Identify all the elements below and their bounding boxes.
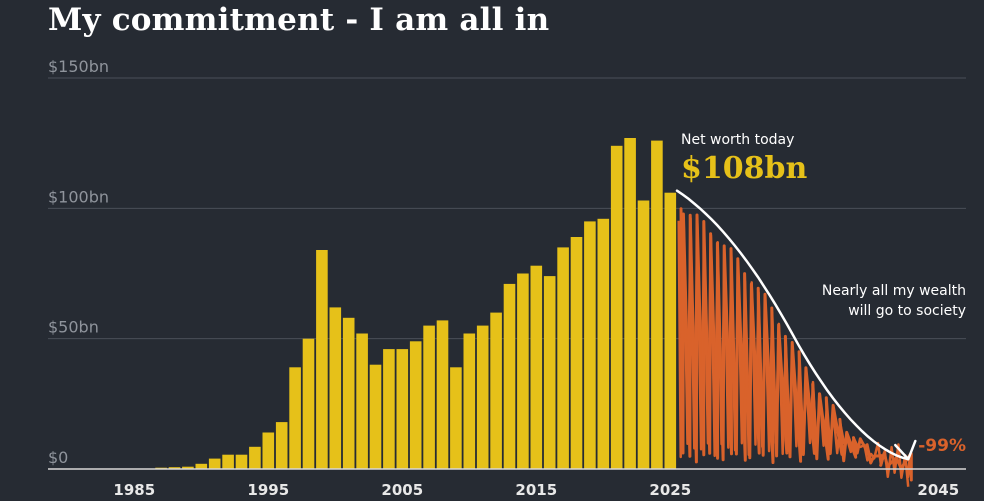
bar-2007 — [423, 325, 435, 469]
bar-2004 — [383, 349, 395, 469]
bar-2017 — [557, 247, 569, 469]
bar-2023 — [637, 200, 650, 469]
bar-1997 — [289, 367, 301, 469]
x-tick-label: 1995 — [247, 481, 289, 499]
bar-2000 — [329, 307, 342, 469]
bar-2012 — [490, 312, 502, 469]
bar-2025 — [664, 192, 677, 469]
percent-decline-label: -99% — [918, 436, 966, 456]
bar-2020 — [597, 218, 610, 469]
y-tick-label: $150bn — [48, 57, 109, 76]
society-text-line-1: Nearly all my wealth — [822, 283, 966, 299]
x-tick-label: 1985 — [113, 481, 155, 499]
bar-2003 — [369, 364, 382, 469]
bar-1994 — [249, 446, 261, 469]
bar-1990 — [195, 463, 208, 469]
bar-1998 — [302, 338, 315, 469]
bar-2011 — [476, 325, 489, 469]
page-title: My commitment - I am all in — [48, 2, 550, 38]
x-axis-labels: 1985 1995 2005 2015 2025 2045 — [113, 481, 959, 499]
net-worth-label: Net worth today — [681, 132, 794, 148]
scribble-stroke — [677, 216, 910, 487]
bar-2022 — [624, 138, 636, 469]
bar-2009 — [450, 367, 462, 469]
decline-arrow — [675, 189, 917, 461]
bar-2019 — [584, 221, 596, 469]
bar-1991 — [208, 458, 221, 469]
bar-1989 — [182, 466, 194, 469]
bar-2015 — [530, 265, 543, 469]
bar-1992 — [222, 454, 234, 469]
x-tick-label: 2005 — [381, 481, 423, 499]
bar-2021 — [610, 145, 623, 470]
bar-2006 — [409, 341, 422, 469]
y-axis-labels: $0 $50bn $100bn $150bn — [48, 57, 109, 467]
y-tick-label: $50bn — [48, 318, 99, 337]
net-worth-value: $108bn — [681, 151, 807, 186]
red-scribble-area — [677, 207, 913, 487]
arrow-line — [675, 189, 910, 461]
x-tick-label: 2015 — [515, 481, 557, 499]
x-tick-label: 2025 — [649, 481, 691, 499]
bar-2008 — [436, 320, 449, 469]
bar-1993 — [235, 454, 248, 469]
society-text-line-2: will go to society — [848, 303, 966, 319]
y-tick-label: $0 — [48, 448, 68, 467]
bar-1995 — [262, 432, 275, 469]
bar-2014 — [517, 273, 529, 469]
bar-2001 — [342, 317, 355, 469]
bar-2024 — [651, 140, 663, 469]
x-tick-label: 2045 — [917, 481, 959, 499]
arrow-head — [894, 439, 917, 461]
bar-2002 — [356, 333, 368, 469]
bars — [155, 138, 677, 470]
bar-1996 — [275, 422, 288, 469]
bar-1988 — [168, 467, 181, 469]
bar-2016 — [543, 276, 556, 469]
bar-2018 — [570, 237, 583, 469]
bar-2013 — [503, 283, 516, 469]
bar-2005 — [396, 349, 409, 469]
bar-2010 — [463, 333, 476, 469]
bar-1999 — [316, 250, 328, 469]
y-tick-label: $100bn — [48, 187, 109, 206]
